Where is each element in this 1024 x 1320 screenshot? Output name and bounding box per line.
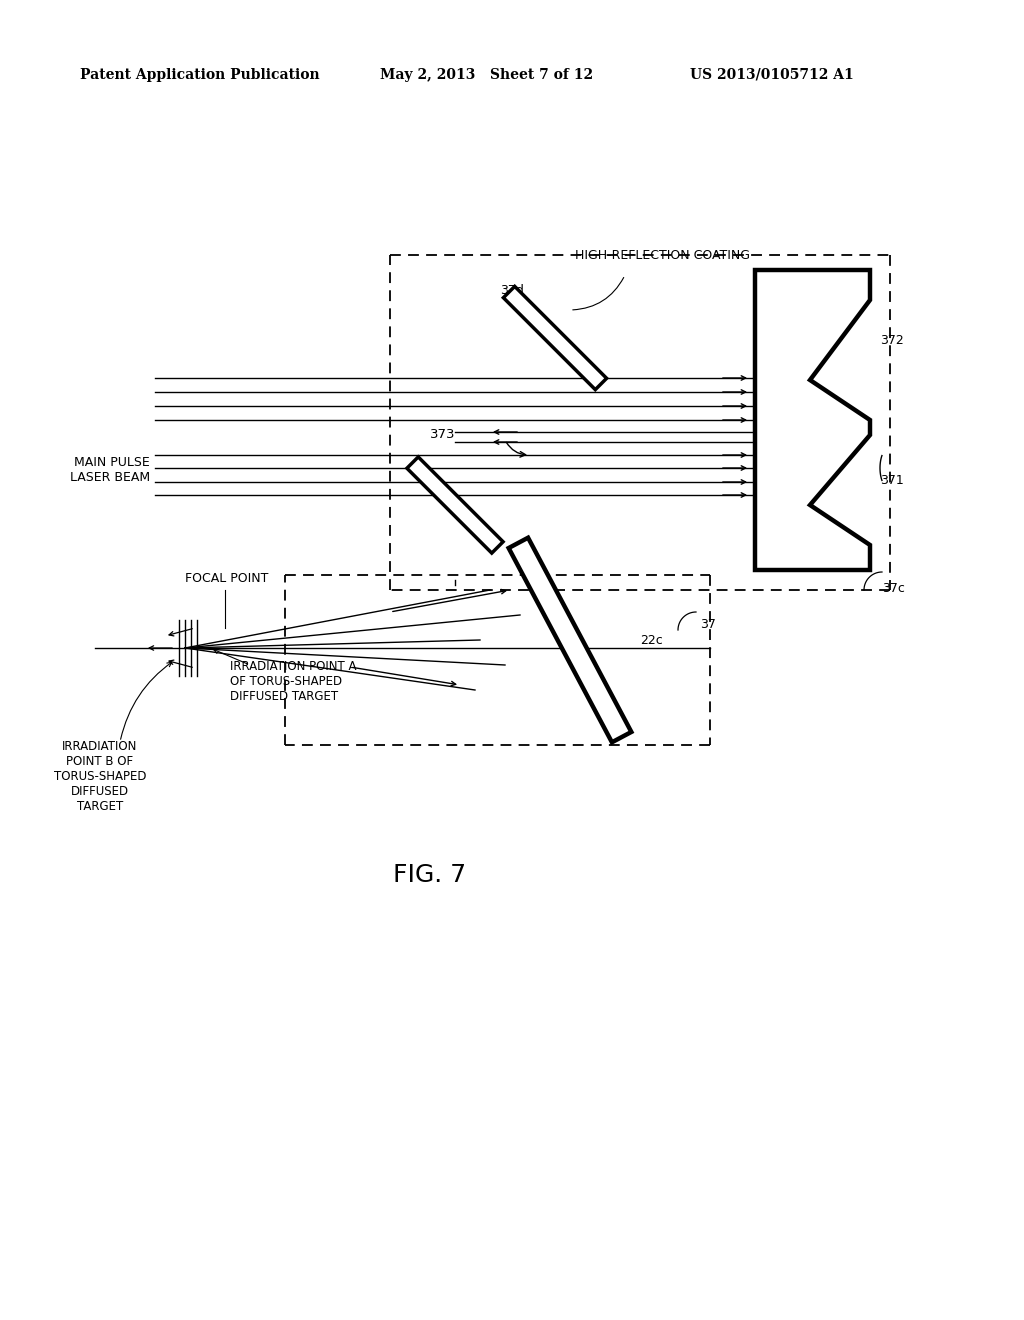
- Text: HIGH-REFLECTION COATING: HIGH-REFLECTION COATING: [575, 249, 750, 261]
- Text: 37: 37: [700, 619, 716, 631]
- Text: US 2013/0105712 A1: US 2013/0105712 A1: [690, 69, 854, 82]
- Text: MAIN PULSE
LASER BEAM: MAIN PULSE LASER BEAM: [70, 455, 150, 484]
- Text: May 2, 2013   Sheet 7 of 12: May 2, 2013 Sheet 7 of 12: [380, 69, 593, 82]
- Text: 372: 372: [880, 334, 904, 346]
- Text: FOCAL POINT: FOCAL POINT: [185, 572, 268, 585]
- Text: 37d: 37d: [500, 284, 524, 297]
- Text: FIG. 7: FIG. 7: [393, 863, 467, 887]
- Text: IRRADIATION POINT A
OF TORUS-SHAPED
DIFFUSED TARGET: IRRADIATION POINT A OF TORUS-SHAPED DIFF…: [230, 660, 356, 704]
- Text: IRRADIATION
POINT B OF
TORUS-SHAPED
DIFFUSED
TARGET: IRRADIATION POINT B OF TORUS-SHAPED DIFF…: [53, 741, 146, 813]
- Polygon shape: [755, 271, 870, 570]
- Text: 371: 371: [880, 474, 904, 487]
- Polygon shape: [509, 537, 632, 742]
- Polygon shape: [504, 286, 606, 389]
- Text: 373: 373: [430, 429, 456, 441]
- Text: Patent Application Publication: Patent Application Publication: [80, 69, 319, 82]
- Polygon shape: [407, 457, 503, 553]
- Text: 22c: 22c: [640, 634, 663, 647]
- Text: 37c: 37c: [882, 582, 905, 595]
